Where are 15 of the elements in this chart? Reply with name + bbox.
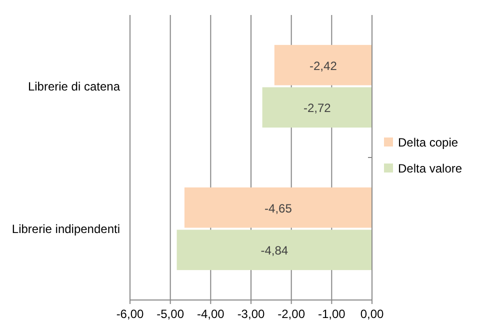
data-label: -2,42 bbox=[310, 58, 338, 73]
x-tick-label: -5,00 bbox=[156, 307, 184, 321]
x-tick-label: -2,00 bbox=[278, 307, 306, 321]
x-tick-label: -3,00 bbox=[237, 307, 265, 321]
data-label: -2,72 bbox=[303, 101, 332, 116]
x-tick-label: -4,00 bbox=[196, 307, 225, 321]
x-tick-label: -1,00 bbox=[318, 307, 346, 321]
data-label: -4,84 bbox=[260, 244, 288, 258]
y-tick-label: Librerie indipendenti bbox=[12, 222, 120, 236]
data-label: -4,65 bbox=[264, 201, 292, 216]
x-tick-label: -6,00 bbox=[116, 307, 144, 321]
y-tick-label: Librerie di catena bbox=[28, 79, 120, 94]
x-tick-label: 0,00 bbox=[360, 307, 384, 321]
legend-label: Delta copie bbox=[398, 136, 458, 150]
legend-label: Delta valore bbox=[398, 162, 462, 176]
